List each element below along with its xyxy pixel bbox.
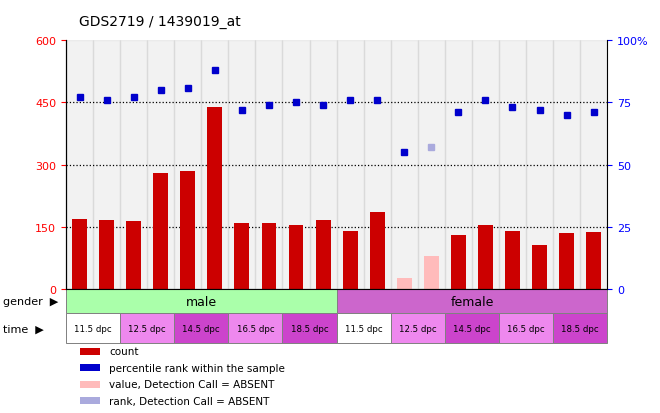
Bar — [228, 314, 282, 343]
Bar — [201, 41, 228, 289]
Bar — [451, 235, 466, 289]
Text: 12.5 dpc: 12.5 dpc — [128, 324, 166, 333]
Bar — [207, 107, 222, 289]
Text: time  ▶: time ▶ — [3, 323, 44, 333]
Bar — [228, 41, 255, 289]
Text: count: count — [110, 347, 139, 356]
Bar — [147, 41, 174, 289]
Text: 14.5 dpc: 14.5 dpc — [453, 324, 491, 333]
Bar — [337, 289, 607, 314]
Text: 18.5 dpc: 18.5 dpc — [561, 324, 599, 333]
Bar — [282, 41, 310, 289]
Bar — [255, 41, 282, 289]
Bar — [288, 225, 304, 289]
Bar — [153, 173, 168, 289]
Bar — [499, 314, 553, 343]
Bar — [93, 41, 120, 289]
Bar — [337, 314, 391, 343]
Bar — [559, 233, 574, 289]
Bar — [79, 348, 100, 355]
Text: 11.5 dpc: 11.5 dpc — [345, 324, 383, 333]
Bar — [99, 221, 114, 289]
Text: 16.5 dpc: 16.5 dpc — [507, 324, 545, 333]
Text: 14.5 dpc: 14.5 dpc — [182, 324, 220, 333]
Bar — [418, 41, 445, 289]
Text: 11.5 dpc: 11.5 dpc — [74, 324, 112, 333]
Bar — [553, 314, 607, 343]
Bar — [310, 41, 337, 289]
Bar — [364, 41, 391, 289]
Bar — [79, 381, 100, 388]
Bar — [445, 41, 472, 289]
Bar — [234, 224, 249, 289]
Bar — [180, 171, 195, 289]
Bar — [553, 41, 580, 289]
Bar — [391, 41, 418, 289]
Text: gender  ▶: gender ▶ — [3, 296, 59, 306]
Bar — [72, 220, 87, 289]
Bar — [120, 41, 147, 289]
Bar — [472, 41, 499, 289]
Text: 12.5 dpc: 12.5 dpc — [399, 324, 437, 333]
Bar — [261, 224, 277, 289]
Text: GDS2719 / 1439019_at: GDS2719 / 1439019_at — [79, 15, 241, 29]
Bar — [174, 41, 201, 289]
Bar — [120, 314, 174, 343]
Bar — [424, 256, 439, 289]
Bar — [66, 41, 93, 289]
Bar — [79, 397, 100, 404]
Bar — [66, 314, 120, 343]
Bar — [79, 364, 100, 371]
Bar — [397, 279, 412, 289]
Text: value, Detection Call = ABSENT: value, Detection Call = ABSENT — [110, 379, 275, 389]
Bar — [66, 289, 337, 314]
Bar — [445, 314, 499, 343]
Bar — [343, 231, 358, 289]
Bar — [586, 232, 601, 289]
Text: 18.5 dpc: 18.5 dpc — [290, 324, 329, 333]
Bar — [370, 213, 385, 289]
Text: male: male — [185, 295, 217, 308]
Bar — [526, 41, 553, 289]
Text: rank, Detection Call = ABSENT: rank, Detection Call = ABSENT — [110, 396, 270, 406]
Bar — [580, 41, 607, 289]
Bar — [532, 246, 547, 289]
Bar — [505, 231, 520, 289]
Text: 16.5 dpc: 16.5 dpc — [236, 324, 275, 333]
Bar — [126, 221, 141, 289]
Text: percentile rank within the sample: percentile rank within the sample — [110, 363, 285, 373]
Bar — [478, 225, 493, 289]
Bar — [499, 41, 526, 289]
Bar — [315, 221, 331, 289]
Bar — [337, 41, 364, 289]
Bar — [174, 314, 228, 343]
Bar — [391, 314, 445, 343]
Bar — [282, 314, 337, 343]
Text: female: female — [450, 295, 494, 308]
